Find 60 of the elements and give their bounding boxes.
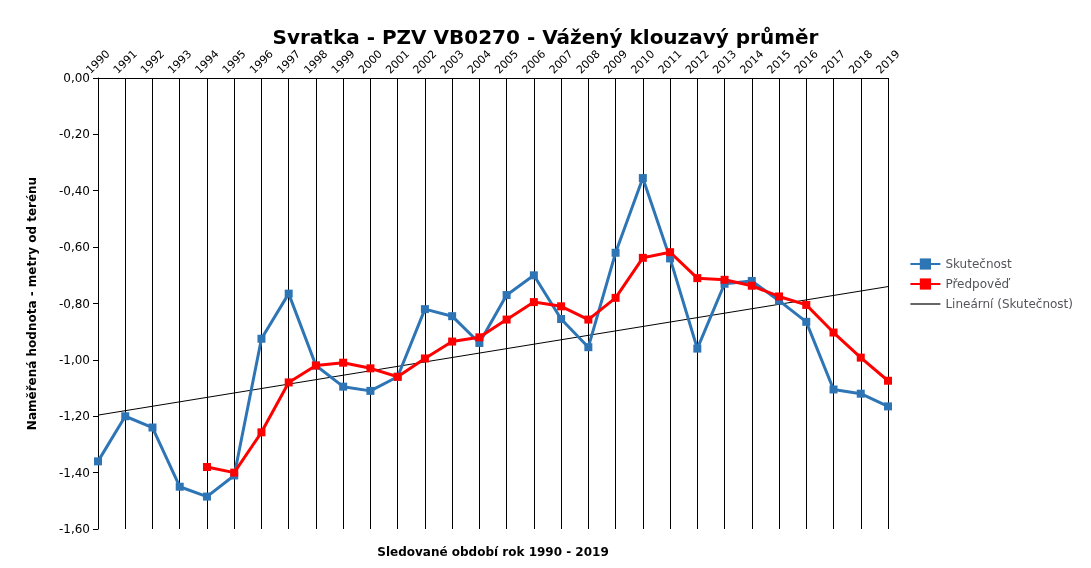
point (747, 281, 756, 290)
legend-label: Lineární (Skutečnost) (945, 297, 1073, 311)
point (638, 174, 647, 183)
x-axis-title: Sledované období rok 1990 - 2019 (377, 545, 609, 559)
y-tick-label: 0,00 (63, 71, 90, 85)
point (502, 315, 511, 324)
point (856, 389, 865, 398)
point (420, 305, 429, 314)
y-tick-label: -0,40 (58, 183, 90, 198)
point (94, 457, 102, 466)
point (611, 293, 620, 302)
point (175, 482, 184, 491)
chart-title: Svratka - PZV VB0270 - Vážený klouzavý průměr (272, 25, 819, 49)
point (856, 353, 865, 362)
y-tick-label: -0,20 (58, 127, 90, 142)
point (829, 328, 838, 337)
y-tick-label: -1,60 (58, 522, 90, 536)
point (666, 248, 675, 257)
point (802, 317, 811, 326)
point (339, 382, 348, 391)
point (720, 275, 729, 284)
point (884, 376, 892, 385)
point (529, 271, 538, 280)
y-tick-label: -1,40 (58, 465, 90, 480)
point (448, 312, 457, 321)
y-tick-label: -1,20 (58, 409, 90, 424)
point (284, 289, 293, 298)
point (584, 315, 593, 324)
y-tick-label: -0,80 (58, 296, 90, 311)
point (529, 298, 538, 307)
point (693, 344, 702, 353)
point (420, 354, 429, 363)
y-tick-label: -0,60 (58, 240, 90, 255)
point (284, 378, 293, 387)
point (121, 412, 130, 421)
point (802, 300, 811, 309)
point (775, 292, 784, 301)
point (584, 343, 593, 352)
point (366, 364, 375, 373)
point (502, 291, 511, 300)
point (202, 462, 211, 471)
point (884, 402, 892, 411)
point (693, 274, 702, 283)
legend-label: Skutečnost (945, 257, 1013, 271)
point (475, 333, 484, 342)
point (257, 428, 266, 437)
point (829, 385, 838, 394)
y-axis-title: Naměřená hodnota - metry od terénu (25, 176, 39, 431)
point (257, 334, 266, 343)
point (611, 248, 620, 257)
point (448, 337, 457, 346)
point (148, 423, 157, 432)
point (339, 358, 348, 367)
point (557, 315, 566, 323)
point (366, 386, 375, 395)
point (557, 302, 566, 311)
point (202, 492, 211, 501)
y-tick-label: -1,00 (58, 352, 90, 367)
legend-label: Předpověď (945, 277, 1011, 291)
point (638, 253, 647, 262)
